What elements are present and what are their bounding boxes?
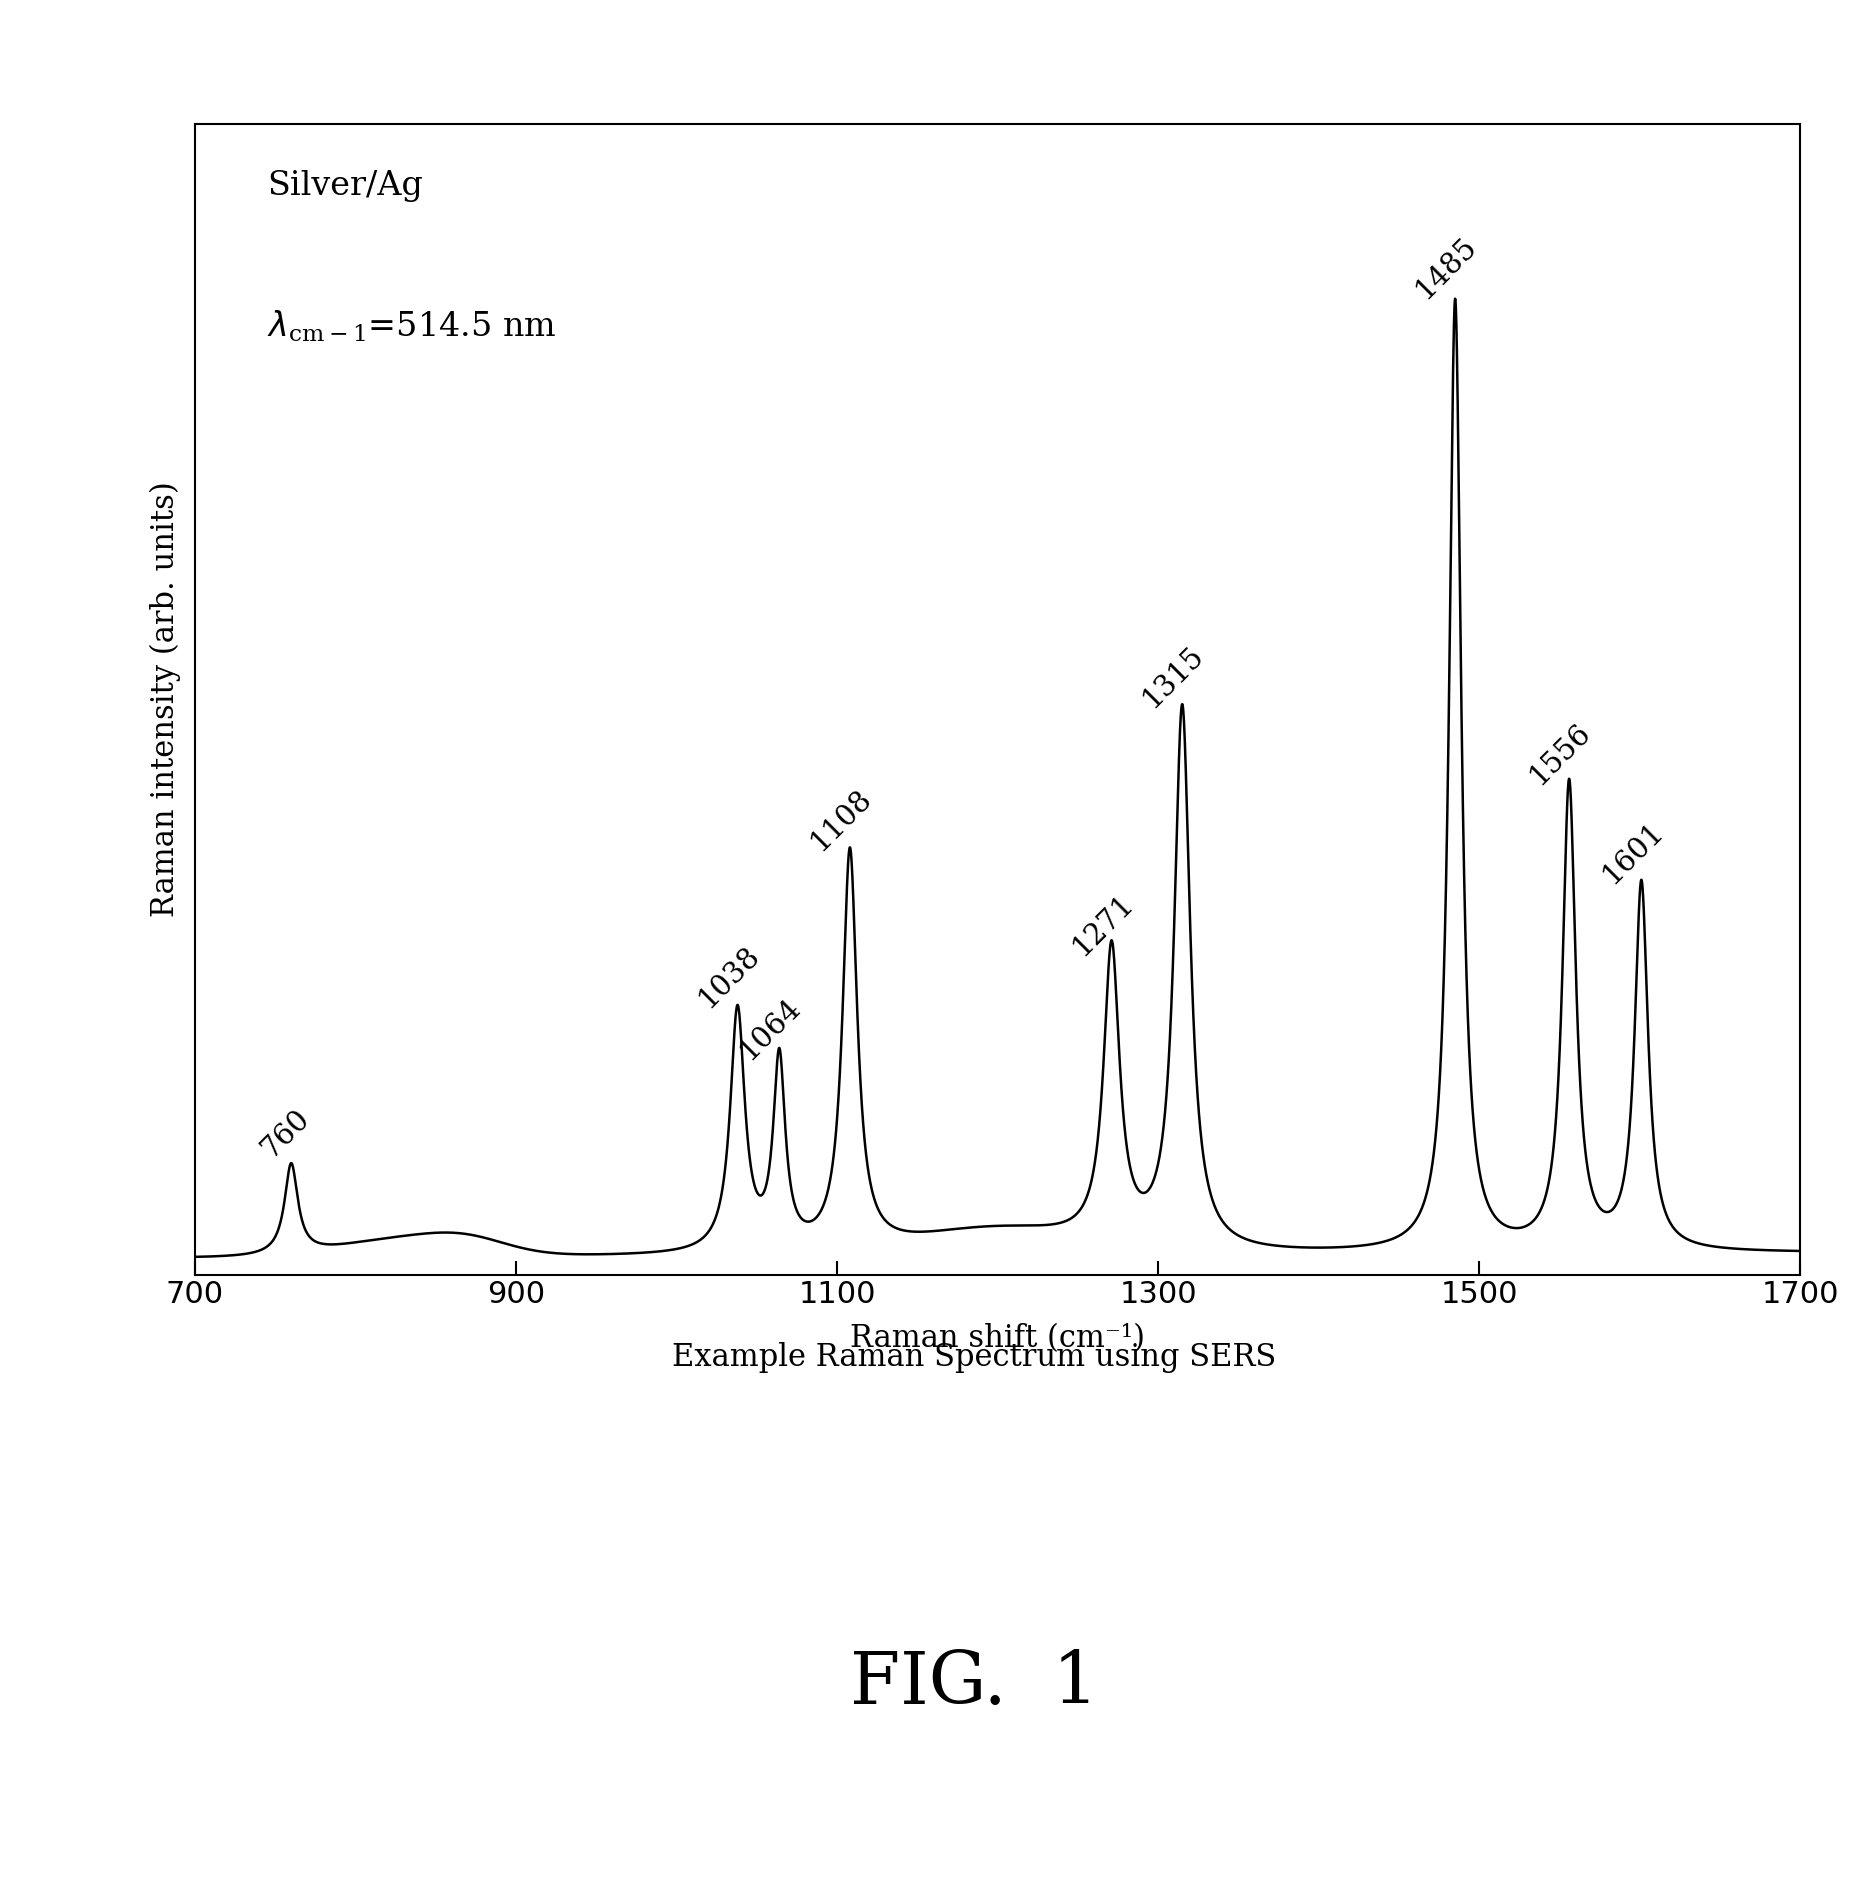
Text: Example Raman Spectrum using SERS: Example Raman Spectrum using SERS [672, 1342, 1276, 1372]
Text: 1485: 1485 [1410, 232, 1482, 304]
Y-axis label: Raman intensity (arb. units): Raman intensity (arb. units) [150, 481, 182, 917]
Text: 760: 760 [256, 1104, 315, 1163]
Text: FIG.  1: FIG. 1 [850, 1648, 1098, 1720]
X-axis label: Raman shift (cm⁻¹): Raman shift (cm⁻¹) [850, 1323, 1145, 1353]
Text: Silver/Ag: Silver/Ag [267, 169, 423, 202]
Text: 1556: 1556 [1523, 717, 1595, 790]
Text: 1038: 1038 [692, 942, 764, 1012]
Text: $\lambda_{\mathregular{cm-1}}$=514.5 nm: $\lambda_{\mathregular{cm-1}}$=514.5 nm [267, 308, 556, 344]
Text: 1315: 1315 [1137, 641, 1209, 714]
Text: 1064: 1064 [735, 993, 807, 1066]
Text: 1271: 1271 [1067, 889, 1139, 961]
Text: 1601: 1601 [1595, 818, 1668, 891]
Text: 1108: 1108 [805, 784, 877, 856]
